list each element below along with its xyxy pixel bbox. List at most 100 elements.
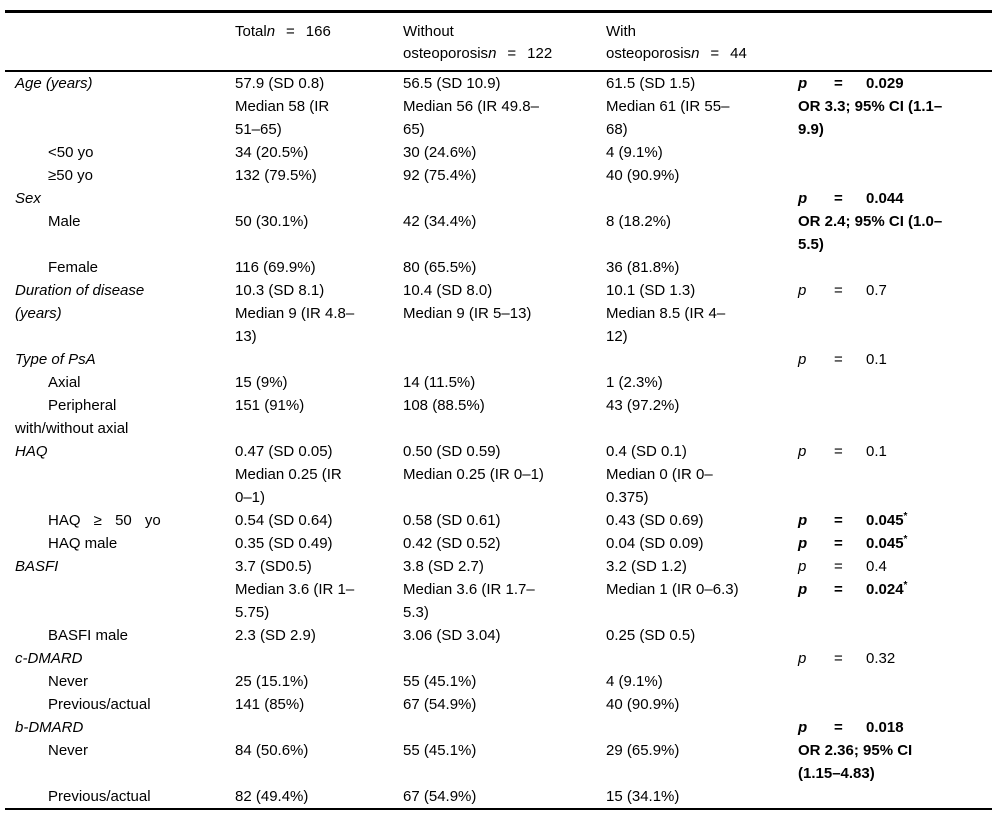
value-cell: 116 (69.9%) <box>235 259 316 276</box>
value-cell: 30 (24.6%) <box>403 144 477 161</box>
p-value: p = 0.029 <box>798 72 992 95</box>
value-cell: 0.54 (SD 0.64) <box>235 512 333 529</box>
p-number: 0.7 <box>866 282 887 299</box>
value-cell: 40 (90.9%) <box>606 167 680 184</box>
row-label: b-DMARD <box>15 719 84 736</box>
table-row: HAQ male 0.35 (SD 0.49) 0.42 (SD 0.52) 0.04… <box>5 532 992 555</box>
column-header-line: Totaln = 166 <box>235 21 403 43</box>
row-label: Male <box>48 213 81 230</box>
value-cell: 0.04 (SD 0.09) <box>606 535 704 552</box>
row-label: HAQ male <box>48 535 118 552</box>
value-cell: 82 (49.4%) <box>235 788 309 805</box>
equals-sign: = <box>834 190 843 207</box>
n-count: 44 <box>730 45 747 62</box>
table-row: Never 84 (50.6%) 55 (45.1%) 29 (65.9%) OR 2.… <box>5 739 992 785</box>
value-cell: Median 0.25 (IR 0–1) <box>235 466 342 506</box>
stat-cell: p = 0.045* <box>798 509 992 532</box>
table-row: BASFI male 2.3 (SD 2.9) 3.06 (SD 3.04) 0.25… <box>5 624 992 647</box>
table-row: Peripheral with/without axial 151 (91%) 10… <box>5 394 992 440</box>
row-label: c-DMARD <box>15 650 83 667</box>
n-count: 122 <box>527 45 553 62</box>
row-label: Never <box>48 673 89 690</box>
stat-cell: p = 0.7 <box>798 279 992 302</box>
stat-cell <box>798 693 992 716</box>
p-label: p <box>798 75 808 92</box>
stat-cell <box>798 463 992 509</box>
equals-sign: = <box>834 443 843 460</box>
p-value: p = 0.7 <box>798 279 992 302</box>
table-row: Median 0.25 (IR 0–1) Median 0.25 (IR 0–1)… <box>5 463 992 509</box>
table-row: b-DMARD p = 0.018 <box>5 716 992 739</box>
value-cell: 4 (9.1%) <box>606 144 663 161</box>
significance-star: * <box>903 534 908 545</box>
row-label: Type of PsA <box>15 351 96 368</box>
stat-cell: p = 0.1 <box>798 348 992 371</box>
stat-cell: p = 0.024* <box>798 578 992 624</box>
value-cell: Median 9 (IR 5–13) <box>403 305 532 322</box>
equals-sign: = <box>834 351 843 368</box>
results-table: Totaln = 166 Without osteoporosisn = 122 With os… <box>5 10 992 810</box>
odds-ratio: OR 3.3; 95% CI (1.1– 9.9) <box>798 98 943 138</box>
table-body: Age (years) 57.9 (SD 0.8) 56.5 (SD 10.9) 61… <box>5 71 992 809</box>
table-row: HAQ ≥ 50 yo 0.54 (SD 0.64) 0.58 (SD 0.61) 0… <box>5 509 992 532</box>
p-label: p <box>798 558 807 575</box>
equals-sign: = <box>834 558 843 575</box>
value-cell: 0.25 (SD 0.5) <box>606 627 696 644</box>
equals-sign: = <box>834 75 843 92</box>
stat-cell <box>798 256 992 279</box>
value-cell: Median 1 (IR 0–6.3) <box>606 581 739 598</box>
stat-cell <box>798 371 992 394</box>
page: Totaln = 166 Without osteoporosisn = 122 With os… <box>5 10 992 810</box>
row-label: Female <box>48 259 99 276</box>
value-cell <box>403 348 606 371</box>
table-row: Never 25 (15.1%) 55 (45.1%) 4 (9.1%) <box>5 670 992 693</box>
value-cell: 84 (50.6%) <box>235 742 309 759</box>
equals-sign: = <box>834 650 843 667</box>
table-row: Previous/actual 82 (49.4%) 67 (54.9%) 15 (3… <box>5 785 992 809</box>
table-row: Duration of disease 10.3 (SD 8.1) 10.4 (SD… <box>5 279 992 302</box>
value-cell <box>235 187 403 210</box>
row-label: BASFI <box>15 558 59 575</box>
p-number: 0.1 <box>866 351 887 368</box>
column-header-line: osteoporosisn = 44 <box>606 43 798 65</box>
table-row: Sex p = 0.044 <box>5 187 992 210</box>
value-cell: 4 (9.1%) <box>606 673 663 690</box>
p-value: p = 0.32 <box>798 647 992 670</box>
stat-cell: OR 3.3; 95% CI (1.1– 9.9) <box>798 95 992 141</box>
equals-sign: = <box>834 512 843 529</box>
equals-sign: = <box>834 581 843 598</box>
value-cell: 141 (85%) <box>235 696 305 713</box>
value-cell: 34 (20.5%) <box>235 144 309 161</box>
p-value: p = 0.1 <box>798 348 992 371</box>
value-cell: 57.9 (SD 0.8) <box>235 75 325 92</box>
significance-star: * <box>903 511 908 522</box>
table-row: Male 50 (30.1%) 42 (34.4%) 8 (18.2%) OR 2.4;… <box>5 210 992 256</box>
table-row: Axial 15 (9%) 14 (11.5%) 1 (2.3%) <box>5 371 992 394</box>
equals-sign: = <box>286 23 295 40</box>
value-cell: Median 3.6 (IR 1.7– 5.3) <box>403 581 535 621</box>
row-label: HAQ <box>15 443 48 460</box>
equals-sign: = <box>834 282 843 299</box>
value-cell: 0.50 (SD 0.59) <box>403 443 501 460</box>
value-cell: 10.3 (SD 8.1) <box>235 282 325 299</box>
value-cell: Median 9 (IR 4.8– 13) <box>235 305 355 345</box>
p-label: p <box>798 351 807 368</box>
p-value: p = 0.045* <box>798 532 992 555</box>
p-value: p = 0.044 <box>798 187 992 210</box>
stat-cell <box>798 670 992 693</box>
value-cell: 3.8 (SD 2.7) <box>403 558 484 575</box>
stat-cell: p = 0.045* <box>798 532 992 555</box>
column-header-text: osteoporosis <box>403 45 489 62</box>
value-cell: 108 (88.5%) <box>403 397 485 414</box>
value-cell: 50 (30.1%) <box>235 213 309 230</box>
equals-sign: = <box>507 45 517 62</box>
p-label: p <box>798 581 808 598</box>
row-label <box>5 578 235 624</box>
row-label: Axial <box>48 374 81 391</box>
p-label: p <box>798 512 808 529</box>
value-cell: 0.35 (SD 0.49) <box>235 535 333 552</box>
equals-sign: = <box>834 535 843 552</box>
row-label: Sex <box>15 190 41 207</box>
row-label: HAQ ≥ 50 yo <box>48 512 161 529</box>
row-label: Peripheral with/without axial <box>15 397 129 437</box>
